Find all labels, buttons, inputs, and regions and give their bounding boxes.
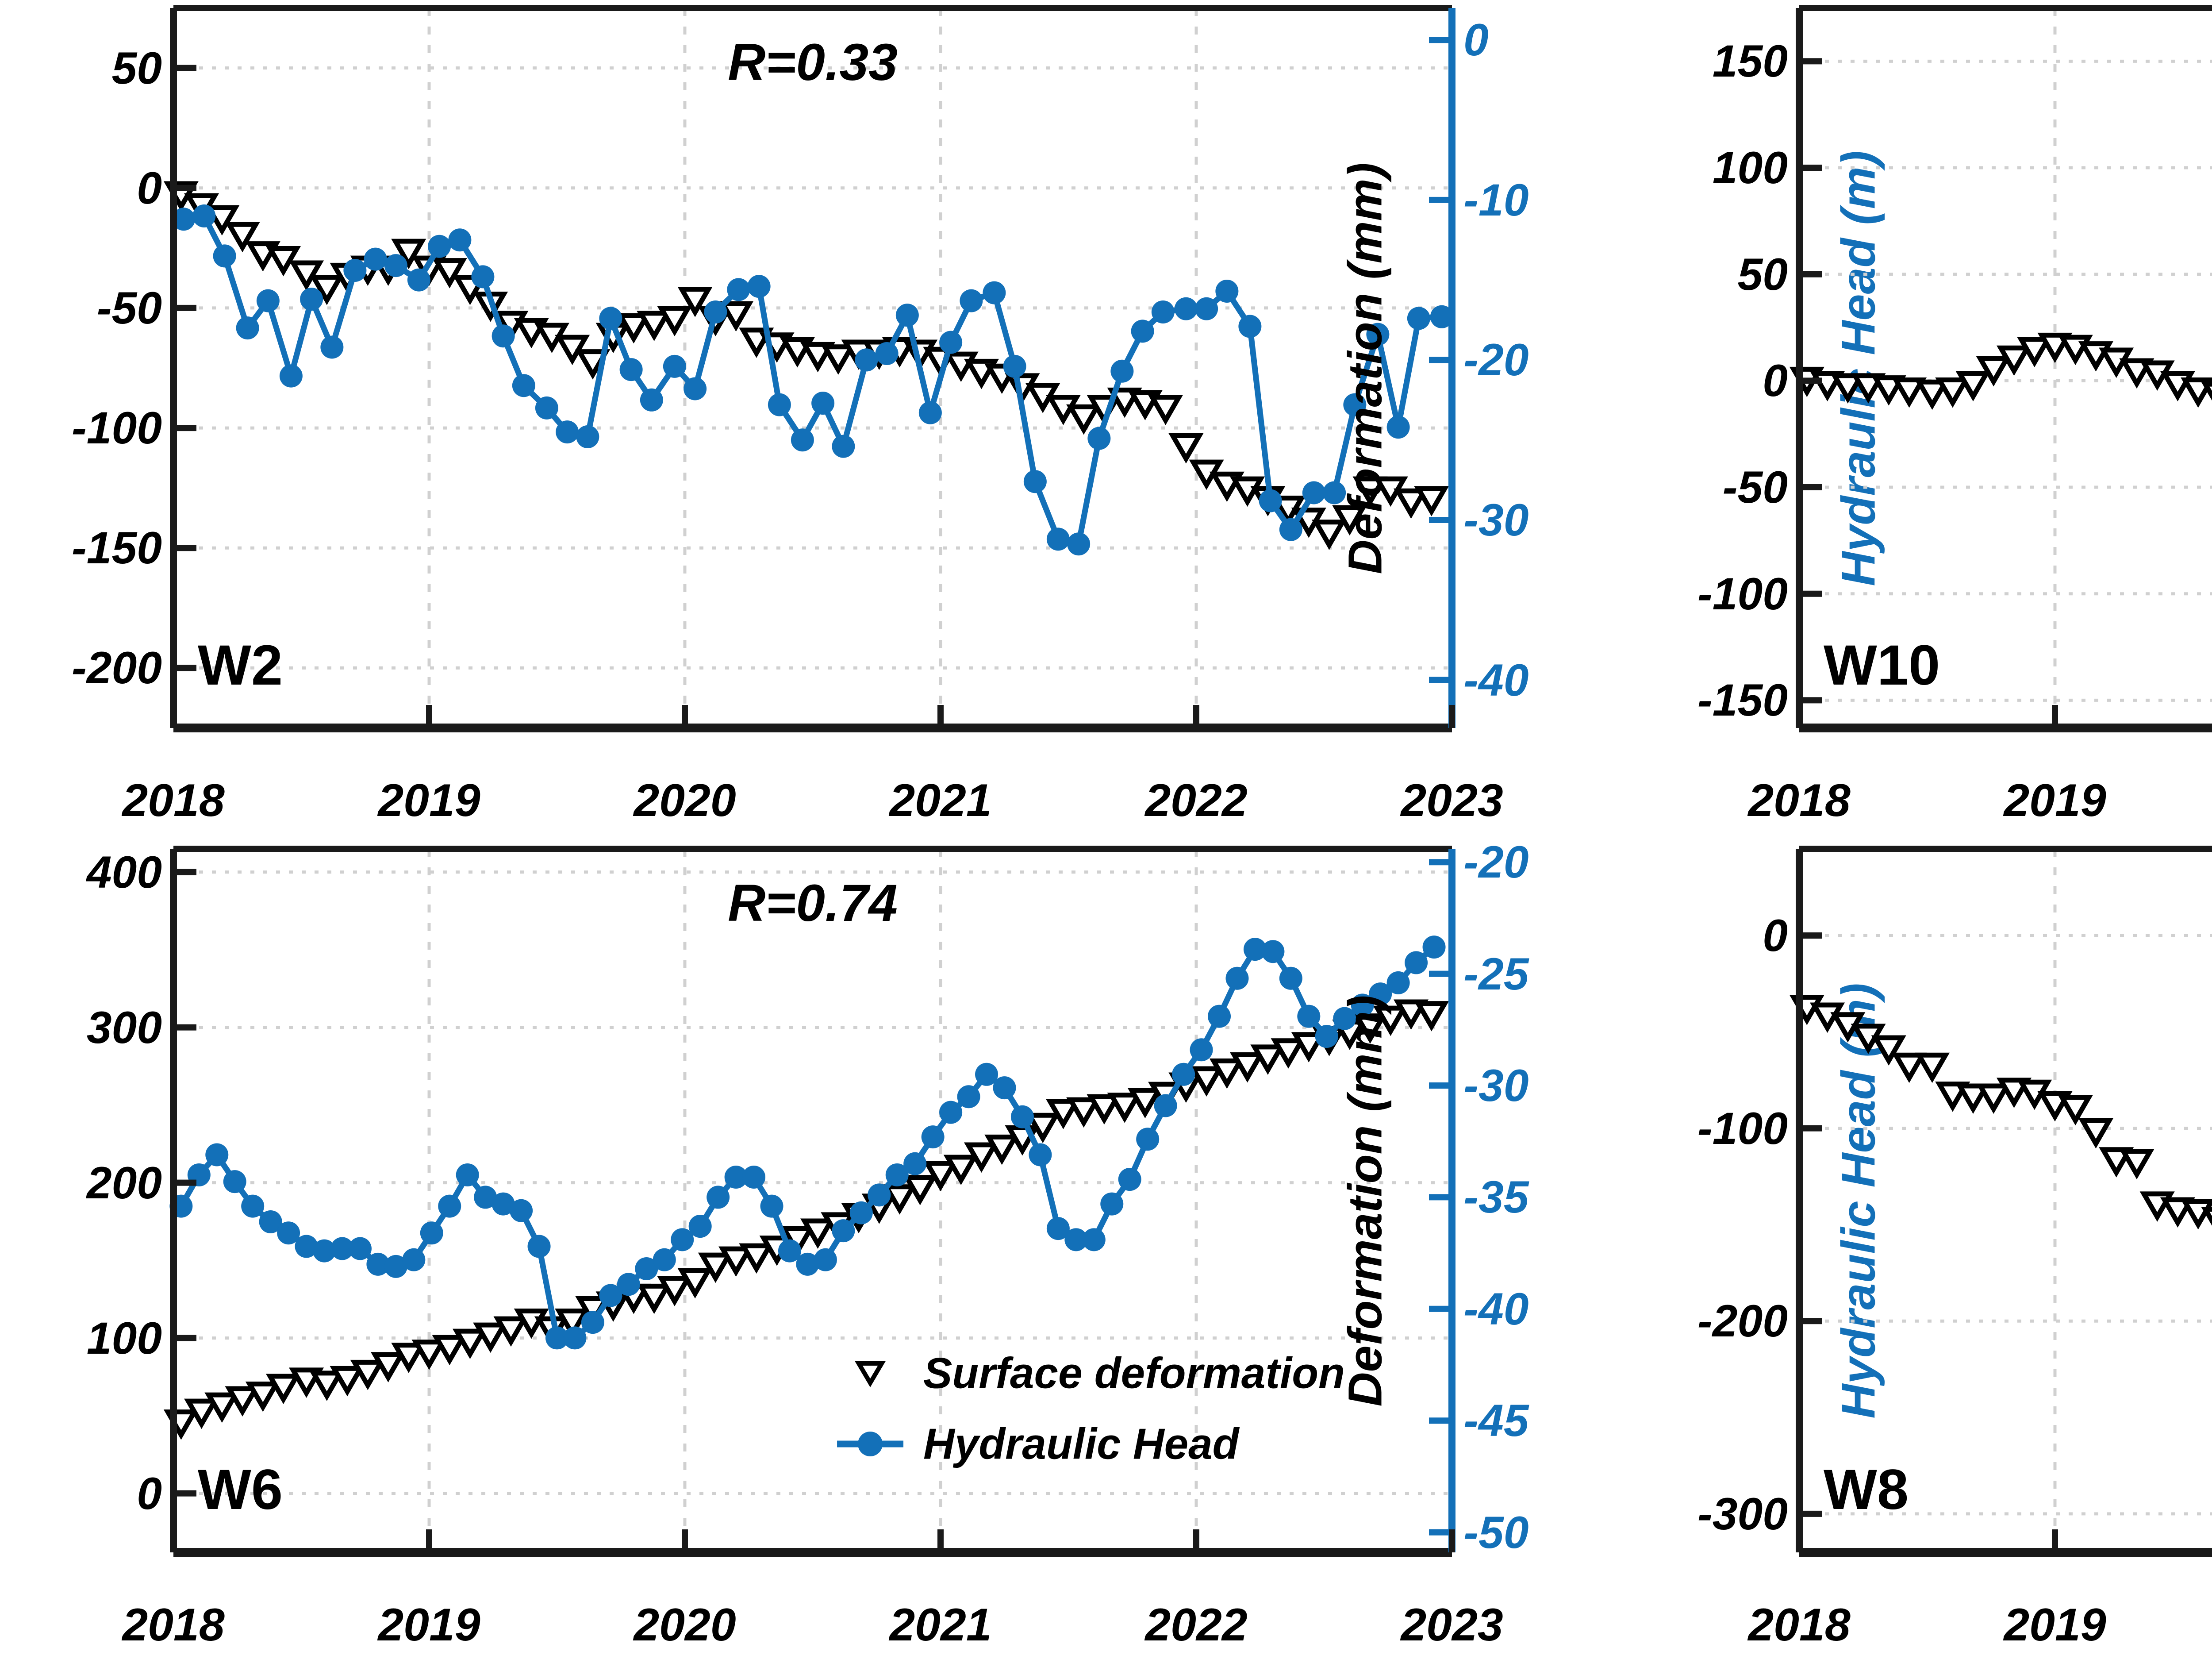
plot-canvas-w6 [163, 846, 1455, 1557]
well-label-w8: W8 [1824, 1458, 1909, 1521]
ytick-label-left: -50 [1722, 462, 1788, 513]
xtick-label: 2022 [1145, 1599, 1248, 1651]
ytick-label-left: 0 [1763, 910, 1788, 961]
xtick-label: 2020 [634, 775, 736, 826]
ytick-label-right: -20 [1463, 837, 1529, 888]
ytick-label-right: -40 [1463, 654, 1529, 705]
ytick-label-left: 400 [86, 847, 162, 897]
ytick-label-left: -100 [1697, 568, 1788, 619]
plot-canvas-w8 [1789, 846, 2212, 1557]
legend-label-hydraulic-head: Hydraulic Head [923, 1419, 1239, 1468]
xtick-label: 2021 [889, 775, 992, 826]
xtick-label: 2019 [2004, 1599, 2106, 1651]
axes [1796, 5, 2212, 732]
well-label-w10: W10 [1824, 634, 1940, 697]
ytick-label-right: -50 [1463, 1507, 1529, 1558]
ytick-label-left: 50 [1737, 249, 1788, 300]
ytick-label-left: -200 [1697, 1296, 1788, 1347]
series-surface-deformation [1789, 995, 2212, 1230]
series-hydraulic-head [172, 204, 1453, 556]
ytick-label-left: -150 [71, 523, 162, 574]
xtick-label: 2021 [889, 1599, 992, 1651]
gridlines [173, 8, 1452, 728]
ytick-label-right: -30 [1463, 1060, 1529, 1111]
ytick-label-left: -50 [96, 282, 162, 333]
gridlines [173, 849, 1452, 1552]
ytick-label-left: -300 [1697, 1488, 1788, 1539]
axes [170, 5, 1455, 732]
ytick-label-right: 0 [1463, 15, 1489, 65]
ytick-label-left: 100 [86, 1313, 162, 1363]
y-axis-label-left: Deformation (mm) [1338, 162, 1392, 574]
ytick-label-left: 200 [86, 1157, 162, 1208]
ytick-label-right: -45 [1463, 1395, 1529, 1446]
ytick-label-left: 0 [137, 1468, 162, 1519]
legend-markers [837, 1361, 904, 1456]
xtick-label: 2018 [1748, 1599, 1851, 1651]
ytick-label-right: -40 [1463, 1283, 1529, 1334]
xtick-label: 2020 [634, 1599, 736, 1651]
ytick-label-left: 50 [111, 42, 162, 93]
ytick-label-right: -25 [1463, 948, 1529, 999]
ytick-label-left: -200 [71, 643, 162, 693]
ytick-label-left: -100 [1697, 1103, 1788, 1154]
xtick-label: 2019 [378, 775, 480, 826]
axes [1796, 846, 2212, 1557]
ytick-label-left: -150 [1697, 675, 1788, 726]
ytick-label-left: 100 [1712, 142, 1788, 193]
gridlines [1799, 8, 2212, 728]
ytick-label-left: 150 [1712, 36, 1788, 87]
well-label-w6: W6 [198, 1458, 283, 1521]
panel-w6: 400 300 200 100 0 -20 -25 -30 -35 -40 -45 -50 2018 20… [0, 837, 1885, 1667]
ytick-label-right: -20 [1463, 335, 1529, 385]
panel-w2: 50 0 -50 -100 -150 -200 0 -10 -20 -30 -40 2018 2019 2… [0, 0, 1885, 841]
ytick-label-right: -30 [1463, 494, 1529, 545]
ytick-label-left: 0 [137, 162, 162, 213]
legend-label-surface-deformation: Surface deformation [923, 1348, 1345, 1398]
series-surface-deformation [1789, 332, 2212, 410]
plot-canvas-w2 [163, 5, 1455, 732]
xtick-label: 2023 [1401, 1599, 1503, 1651]
series-hydraulic-head [169, 936, 1446, 1350]
well-label-w2: W2 [198, 634, 283, 697]
xtick-label: 2018 [1748, 775, 1851, 826]
correlation-annotation: R=0.74 [728, 874, 898, 932]
xtick-label: 2018 [122, 775, 225, 826]
ytick-label-left: 300 [86, 1002, 162, 1053]
gridlines [1799, 849, 2212, 1552]
ytick-label-right: -35 [1463, 1172, 1529, 1223]
ytick-label-left: 0 [1763, 355, 1788, 406]
xtick-label: 2023 [1401, 775, 1503, 826]
ytick-label-right: -10 [1463, 174, 1529, 225]
xtick-label: 2022 [1145, 775, 1248, 826]
series-surface-deformation [163, 999, 1449, 1440]
axes [170, 846, 1455, 1557]
plot-canvas-w10 [1789, 5, 2212, 732]
correlation-annotation: R=0.33 [728, 33, 898, 92]
xtick-label: 2018 [122, 1599, 225, 1651]
xtick-label: 2019 [378, 1599, 480, 1651]
panel-w10: 150100500-50-100-150-10-20-30-40-50-6020… [1338, 0, 2212, 841]
y-axis-label-left: Deformation (mm) [1338, 995, 1392, 1407]
panel-w8: 0-100-200-300-40-60-80-10020182019202020… [1338, 841, 2212, 1667]
ytick-label-left: -100 [71, 403, 162, 454]
xtick-label: 2019 [2004, 775, 2106, 826]
